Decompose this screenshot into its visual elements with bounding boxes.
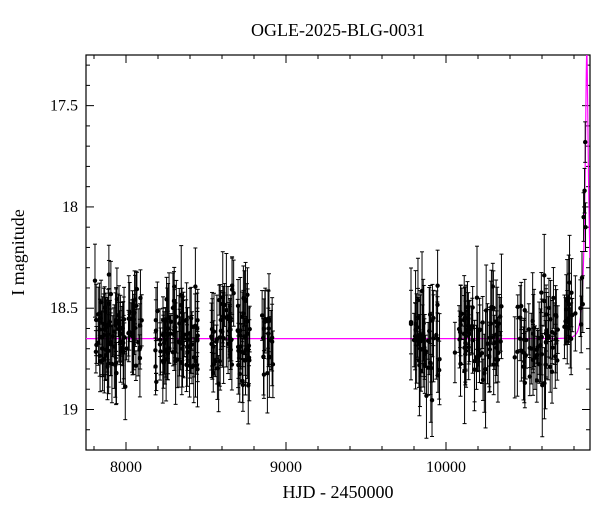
svg-text:9000: 9000 [270, 459, 302, 476]
svg-text:10000: 10000 [426, 459, 466, 476]
chart-title: OGLE-2025-BLG-0031 [251, 20, 425, 40]
svg-text:18.5: 18.5 [50, 300, 78, 317]
x-axis-label: HJD - 2450000 [283, 482, 394, 502]
y-axis-label: I magnitude [8, 209, 28, 295]
svg-text:18: 18 [62, 199, 78, 216]
chart-svg: 8000 9000 10000 17.5 18 18.5 19 OGLE-2025-BLG-0… [0, 0, 600, 512]
lightcurve-chart: 8000 9000 10000 17.5 18 18.5 19 OGLE-2025-BLG-0… [0, 0, 600, 512]
svg-text:19: 19 [62, 401, 78, 418]
svg-text:8000: 8000 [110, 459, 142, 476]
svg-text:17.5: 17.5 [50, 98, 78, 115]
